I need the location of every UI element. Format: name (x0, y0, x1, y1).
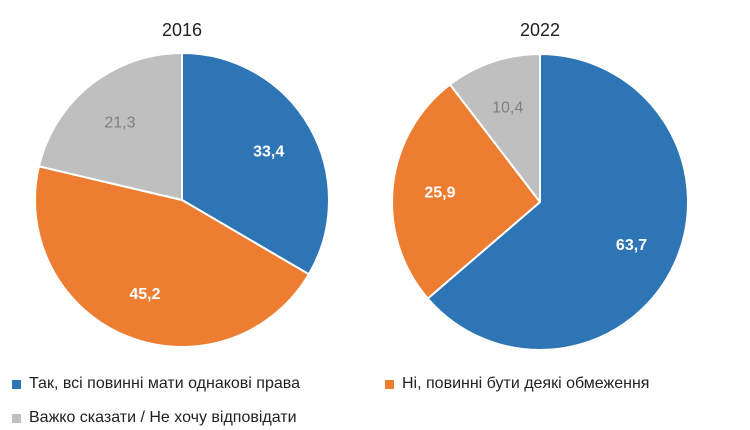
pie-chart-2022: 2022 63,7 25,9 10,4 (391, 20, 689, 351)
pie-slice-2022-equal-rights (426, 53, 689, 351)
pie-chart-2016: 2016 33,4 45,2 21,3 (34, 20, 330, 348)
pie-slice-2022-hard-to-say (449, 53, 541, 203)
data-label-2016-restrictions: 45,2 (129, 286, 160, 303)
data-label-2022-equal-rights: 63,7 (616, 237, 647, 254)
pie-slice-2016-restrictions (34, 165, 310, 348)
data-label-2022-restrictions: 25,9 (424, 185, 455, 202)
chart-title-2016: 2016 (162, 20, 202, 40)
pie-slice-2016-equal-rights (181, 52, 330, 276)
data-label-2016-hard-to-say: 21,3 (104, 115, 135, 132)
data-label-2016-equal-rights: 33,4 (253, 143, 284, 160)
pie-slice-2016-hard-to-say (37, 52, 183, 201)
chart-title-2022: 2022 (520, 20, 560, 40)
data-label-2022-hard-to-say: 10,4 (492, 100, 523, 117)
pie-slice-2022-restrictions (391, 83, 541, 300)
